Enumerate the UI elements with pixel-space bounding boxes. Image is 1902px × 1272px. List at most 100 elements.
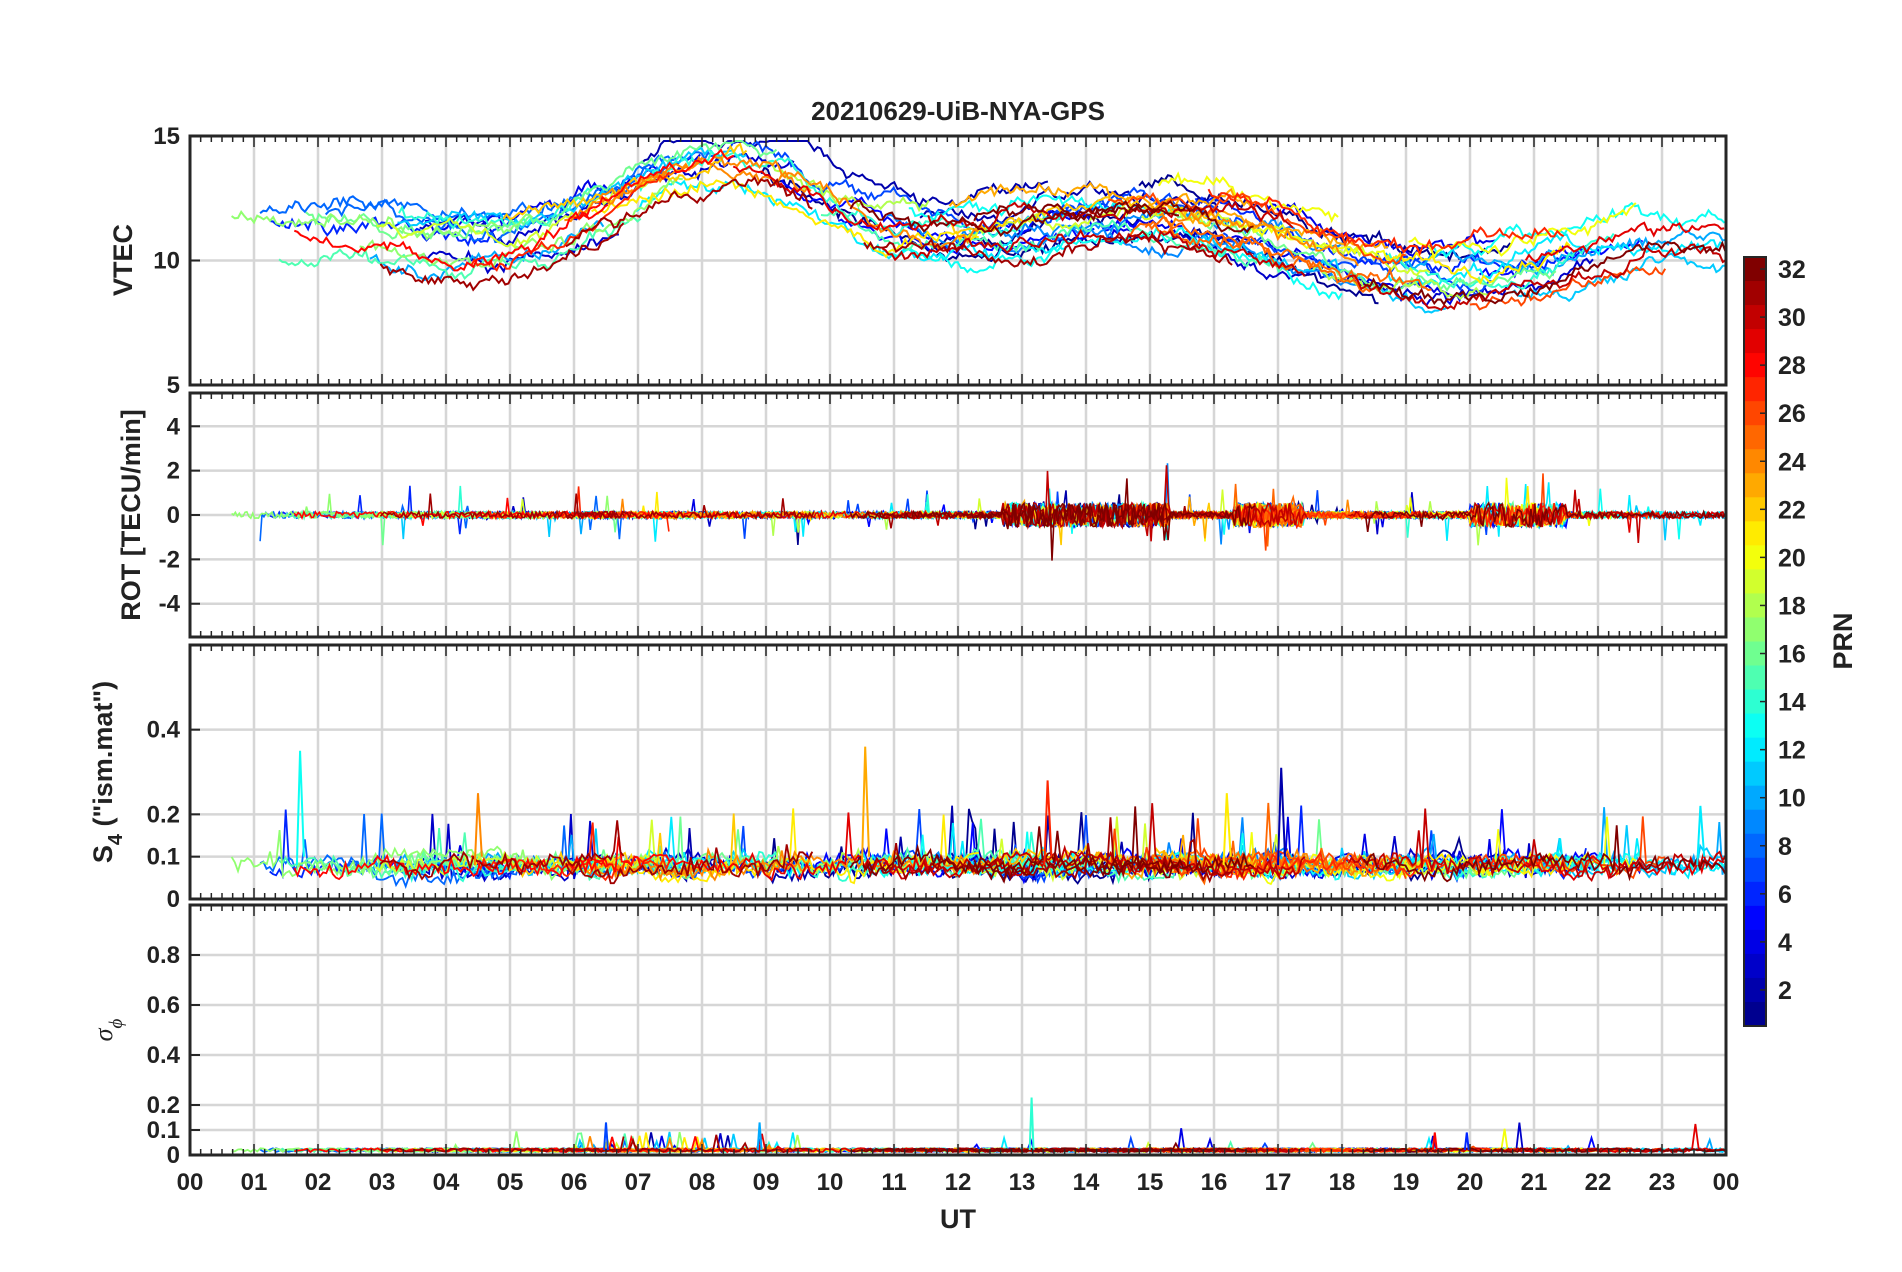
colorbar-tick-label: 28 [1778, 352, 1806, 380]
colorbar: 32 30 28 26 24 22 20 18 16 14 12 10 8 6 4 2 PRN [1743, 256, 1858, 1027]
vtec-prn-trace [1236, 221, 1410, 262]
s4-spike [473, 793, 483, 866]
x-tick-label: 11 [881, 1169, 906, 1196]
rot-prn-trace [565, 498, 815, 521]
x-tick-label: 08 [689, 1169, 716, 1196]
vtec-prn-trace [565, 175, 813, 248]
vtec-prn-trace [573, 148, 735, 220]
vtec-prn-trace [379, 222, 625, 292]
colorbar-swatch [1744, 401, 1766, 426]
vtec-axis-ticks: 5 10 15 [153, 123, 1727, 399]
sigma-prn-trace [294, 1147, 609, 1154]
x-tick-label: 05 [497, 1169, 524, 1196]
vtec-prn-trace [1386, 241, 1571, 285]
s4-spike [1222, 793, 1232, 866]
colorbar-swatch [1744, 521, 1766, 546]
sigma-ytick-label: 0.8 [147, 942, 180, 969]
vtec-prn-trace [1469, 265, 1667, 311]
s4-prn-trace [1469, 816, 1666, 880]
colorbar-tick-label: 4 [1778, 929, 1792, 957]
colorbar-swatch [1744, 881, 1766, 907]
rot-prn-trace [293, 497, 610, 526]
vtec-prn-trace [1432, 201, 1726, 259]
rot-prn-trace [1208, 502, 1565, 530]
s4-prn-trace [572, 836, 735, 874]
x-tick-label: 06 [561, 1169, 588, 1196]
colorbar-swatch [1744, 569, 1766, 595]
colorbar-tick-label: 20 [1778, 544, 1806, 572]
vtec-prn-trace [417, 233, 619, 275]
vtec-data-lines [231, 139, 1727, 314]
sigma-ytick-label: 0 [167, 1142, 180, 1169]
vtec-prn-trace [1207, 188, 1565, 257]
colorbar-tick-label: 26 [1778, 400, 1806, 428]
vtec-prn-trace [1384, 248, 1576, 276]
s4-prn-trace [565, 844, 814, 885]
rot-data-lines [231, 463, 1726, 561]
rot-prn-trace [864, 502, 1234, 529]
sigma-spike [1431, 1132, 1438, 1151]
colorbar-swatch [1744, 545, 1766, 571]
colorbar-swatch [1744, 641, 1766, 667]
colorbar-swatch [1744, 977, 1766, 1003]
sigma-ytick-label: 0.2 [147, 1092, 180, 1119]
colorbar-swatch [1744, 833, 1766, 859]
vtec-prn-trace [820, 210, 1283, 274]
sigma-ylabel: σϕ [89, 1019, 127, 1042]
vtec-prn-trace [732, 165, 929, 231]
colorbar-frame [1743, 256, 1767, 1027]
colorbar-tick-label: 18 [1778, 592, 1806, 620]
colorbar-swatch [1744, 857, 1766, 883]
rot-axis-ticks: -4 -2 0 2 4 [159, 393, 1727, 637]
colorbar-label: PRN [1828, 612, 1858, 669]
s4-data-lines [230, 746, 1727, 889]
x-tick-labels: 00 01 02 03 04 05 06 07 08 09 10 11 12 13 14 15 16 17 18 19… [177, 1169, 1740, 1196]
panel-rot: -4 -2 0 2 4 ROT [TECU/min] [116, 391, 1728, 639]
x-tick-label: 14 [1073, 1169, 1100, 1196]
colorbar-swatch [1744, 449, 1766, 474]
colorbar-swatch [1744, 257, 1766, 282]
x-tick-label: 09 [753, 1169, 780, 1196]
s4-spike [1696, 805, 1706, 866]
colorbar-swatch [1744, 689, 1766, 715]
sigma-grid [190, 905, 1726, 1155]
s4-spike [1277, 767, 1287, 866]
rot-ylabel: ROT [TECU/min] [116, 409, 146, 620]
s4-ylabel-rest: ("ism.mat") [88, 681, 118, 834]
colorbar-tick-label: 24 [1778, 448, 1806, 476]
rot-ytick-label: 0 [167, 502, 180, 529]
sigma-ylabel-sub: ϕ [106, 1019, 127, 1029]
s4-prn-trace [1363, 825, 1727, 883]
x-tick-label: 16 [1201, 1169, 1228, 1196]
panel-s4: 0 0.1 0.2 0.4 S4 ("ism.mat") [88, 643, 1728, 913]
vtec-prn-trace [886, 205, 1359, 255]
sigma-spike [756, 1122, 763, 1151]
x-tick-label: 03 [369, 1169, 396, 1196]
x-tick-label: 10 [817, 1169, 844, 1196]
x-tick-label: 19 [1393, 1169, 1420, 1196]
s4-axis-ticks: 0 0.1 0.2 0.4 [147, 645, 1727, 913]
colorbar-tick-label: 16 [1778, 641, 1806, 669]
vtec-prn-trace [1363, 240, 1727, 306]
x-tick-label: 02 [305, 1169, 332, 1196]
panel-vtec: 5 10 15 VTEC [108, 123, 1728, 399]
vtec-prn-trace [259, 150, 715, 221]
rot-prn-trace [1432, 488, 1726, 540]
x-tick-label: 23 [1649, 1169, 1676, 1196]
colorbar-swatch [1744, 377, 1766, 402]
s4-ytick-label: 0 [167, 886, 180, 913]
colorbar-swatch [1744, 593, 1766, 619]
vtec-ytick-label: 5 [167, 372, 180, 399]
vtec-prn-trace [1159, 208, 1359, 267]
vtec-prn-trace [973, 203, 1180, 222]
s4-prn-trace [927, 803, 1294, 880]
vtec-prn-trace [398, 185, 598, 230]
s4-ytick-label: 0.2 [147, 801, 180, 828]
colorbar-tick-label: 6 [1778, 881, 1792, 909]
x-tick-label: 21 [1521, 1169, 1548, 1196]
vtec-prn-trace [293, 203, 609, 272]
colorbar-tick-label: 2 [1778, 977, 1792, 1005]
colorbar-swatch [1744, 785, 1766, 811]
s4-ytick-label: 0.1 [147, 844, 180, 871]
